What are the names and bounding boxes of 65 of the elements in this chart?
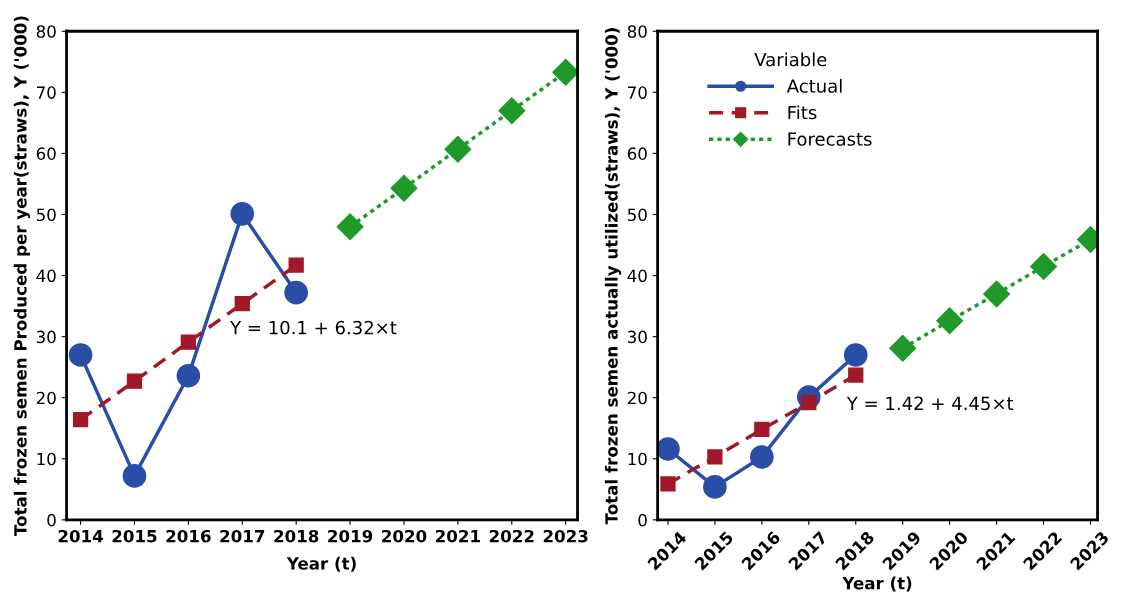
point <box>390 174 418 202</box>
x-tick-label: 2016 <box>166 529 211 543</box>
y-axis-title: Total frozen semen actually utilized(straws), Y ('000) <box>604 28 622 525</box>
point <box>848 367 864 383</box>
y-tick-label: 20 <box>627 391 647 405</box>
legend-label: Forecasts <box>788 132 872 146</box>
annotation: Y = 1.42 + 4.45×t <box>846 396 1014 411</box>
x-axis-title: Year (t) <box>842 576 912 592</box>
point <box>983 280 1011 308</box>
y-tick-label: 70 <box>36 86 56 99</box>
x-tick-label: 2015 <box>112 529 157 543</box>
x-tick-label: 2019 <box>328 529 373 543</box>
point <box>122 464 147 488</box>
y-tick-label: 80 <box>627 25 647 38</box>
y-tick-label: 40 <box>36 269 56 283</box>
y-tick-label: 30 <box>627 330 647 344</box>
legend-title: Variable <box>754 52 827 67</box>
y-tick-label: 60 <box>36 147 56 160</box>
y-tick-label: 0 <box>638 513 647 527</box>
x-axis-title: Year (t) <box>286 556 356 572</box>
y-tick-label: 30 <box>36 330 56 344</box>
point <box>336 213 364 241</box>
y-tick-label: 40 <box>627 269 647 283</box>
legend-label: Fits <box>788 105 817 120</box>
point <box>1030 252 1058 280</box>
point <box>230 202 255 226</box>
x-tick-label: 2022 <box>489 529 534 543</box>
point <box>176 363 201 388</box>
point <box>444 135 472 163</box>
point <box>750 445 774 469</box>
y-tick-label: 70 <box>628 86 647 99</box>
point <box>498 97 526 125</box>
x-tick-label: 2023 <box>543 529 588 543</box>
y-tick-label: 0 <box>47 513 56 527</box>
y-tick-label: 50 <box>627 208 647 222</box>
point <box>754 421 770 438</box>
point <box>72 412 89 428</box>
x-tick-label: 2020 <box>382 529 427 543</box>
x-tick-label: 2014 <box>58 529 103 543</box>
y-tick-label: 10 <box>628 452 647 466</box>
point <box>703 475 727 499</box>
y-tick-label: 50 <box>36 208 56 222</box>
y-axis-title: Total frozen semen Produced per year(straws), Y ('000) <box>13 16 31 536</box>
point <box>180 334 197 350</box>
point <box>707 449 723 465</box>
point <box>889 334 917 362</box>
y-tick-label: 60 <box>627 147 647 160</box>
point <box>68 343 93 367</box>
point <box>288 257 304 273</box>
point <box>843 343 868 367</box>
point <box>936 307 964 335</box>
point <box>552 58 578 86</box>
y-tick-label: 80 <box>36 25 56 38</box>
x-tick-label: 2017 <box>220 529 265 543</box>
y-tick-label: 20 <box>36 391 56 405</box>
x-tick-label: 2018 <box>274 529 319 543</box>
point <box>660 476 676 492</box>
point <box>234 296 250 312</box>
point <box>126 373 143 389</box>
point <box>657 437 680 461</box>
legend-label: Actual <box>786 78 842 93</box>
y-tick-label: 10 <box>37 452 56 466</box>
x-tick-label: 2021 <box>436 529 480 543</box>
point <box>284 280 308 305</box>
annotation: Y = 10.1 + 6.32×t <box>230 320 397 335</box>
